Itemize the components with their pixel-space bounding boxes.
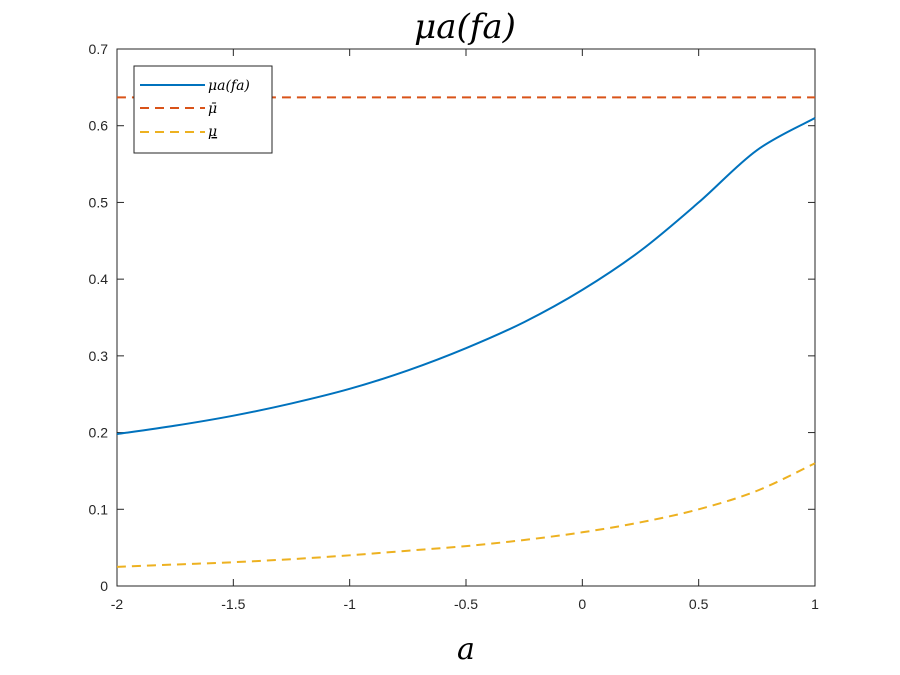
y-tick-label: 0 [100, 578, 108, 594]
y-tick-label: 0.5 [89, 194, 109, 210]
legend-label-mu-a: μa(fa) [208, 78, 250, 94]
series-line-mu-a [116, 117, 816, 436]
axis-ticks: -2 -1.5 -1 -0.5 0 0.5 1 0 0.1 0.2 0.3 0.4 0.5 0.6 0.7 [89, 41, 820, 612]
chart-title: μa(fa) [414, 7, 516, 47]
y-tick-label: 0.6 [89, 118, 109, 134]
x-tick-label: -2 [111, 596, 124, 612]
x-tick-label: 0.5 [689, 596, 709, 612]
legend-label-mu-under: μ [208, 124, 217, 140]
legend: μa(fa) μ̄ μ [133, 65, 273, 154]
x-tick-label: -0.5 [454, 596, 478, 612]
series-line-mu-under [116, 462, 816, 568]
y-tick-label: 0.3 [89, 348, 109, 364]
x-tick-label: 1 [811, 596, 819, 612]
legend-label-mu-bar: μ̄ [208, 101, 217, 117]
x-tick-label: -1.5 [221, 596, 245, 612]
y-tick-label: 0.1 [89, 501, 109, 517]
y-tick-label: 0.2 [89, 425, 109, 441]
y-tick-label: 0.4 [89, 271, 109, 287]
legend-box [133, 65, 273, 154]
x-axis-label: a [457, 632, 475, 667]
x-tick-label: 0 [578, 596, 586, 612]
x-tick-label: -1 [343, 596, 356, 612]
y-tick-label: 0.7 [89, 41, 109, 57]
